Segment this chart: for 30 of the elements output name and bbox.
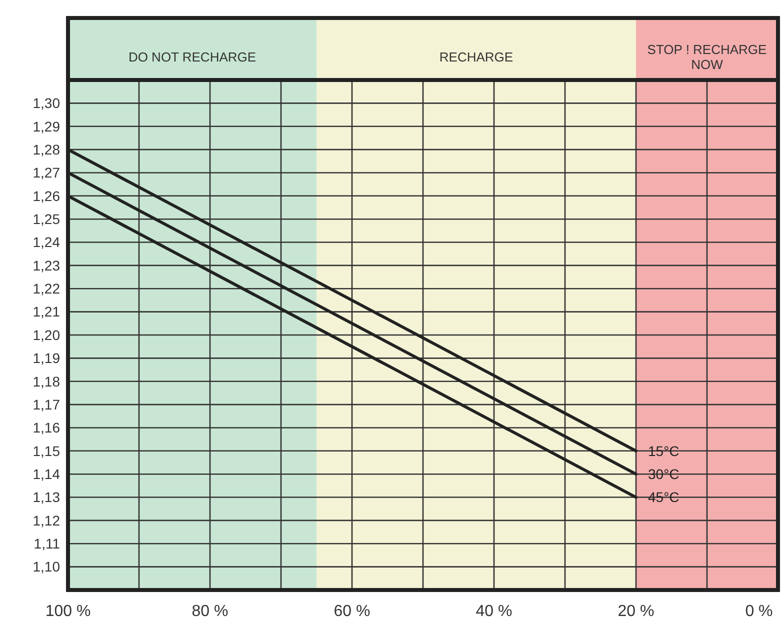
y-tick-label: 1,14 [32,466,60,482]
y-tick-label: 1,24 [32,234,60,250]
y-tick-label: 1,29 [32,118,60,134]
y-tick-label: 1,10 [32,558,60,575]
y-tick-label: 1,17 [32,396,60,412]
band-label: RECHARGE [439,50,514,65]
y-tick-label: 1,16 [32,420,60,436]
y-tick-label: 1,27 [32,164,60,181]
y-tick-label: 1,18 [32,373,60,390]
x-tick-label: 60 % [334,603,370,620]
x-tick-label: 20 % [618,603,654,620]
x-tick-label: 40 % [476,603,512,620]
y-tick-label: 1,13 [32,489,60,506]
y-tick-label: 1,30 [32,95,60,112]
y-tick-label: 1,11 [34,536,60,552]
y-tick-label: 1,12 [32,512,60,528]
x-tick-label: 100 % [45,603,91,620]
x-tick-label: 80 % [192,603,228,620]
y-tick-label: 1,21 [32,304,60,320]
y-tick-label: 1,22 [32,280,60,297]
x-tick-label: 0 % [745,603,773,620]
band-label: STOP ! RECHARGE NOW [647,42,768,72]
y-tick-label: 1,25 [32,210,60,227]
y-tick-label: 1,26 [32,188,60,204]
y-tick-label: 1,15 [32,442,60,459]
y-tick-label: 1,19 [32,350,60,366]
y-tick-label: 1,28 [32,141,60,158]
y-tick-label: 1,20 [32,326,60,343]
band-label: DO NOT RECHARGE [128,50,256,65]
y-tick-label: 1,23 [32,257,60,274]
